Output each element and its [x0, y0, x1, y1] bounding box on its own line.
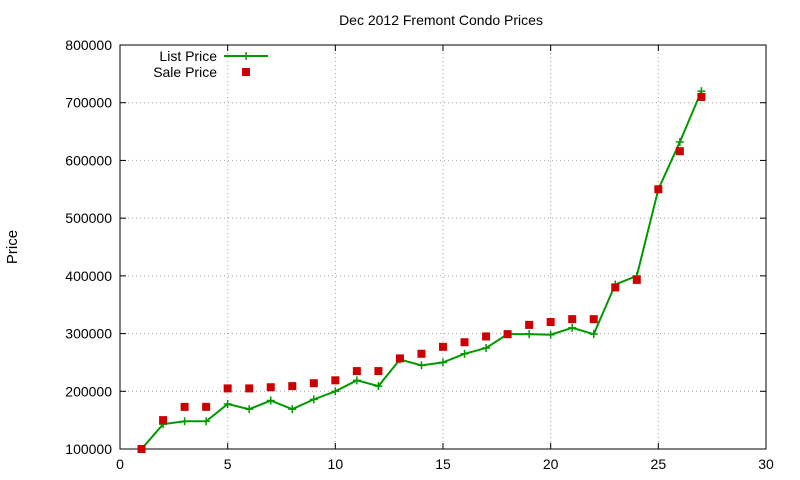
data-point [352, 367, 361, 376]
data-point [417, 361, 426, 370]
data-point [352, 376, 361, 385]
data-point [525, 330, 534, 339]
data-point [202, 417, 211, 426]
axis-ticks [120, 45, 766, 449]
data-point [266, 383, 275, 392]
data-point [202, 402, 211, 411]
data-point [589, 315, 598, 324]
data-point [245, 384, 254, 393]
data-point [180, 417, 189, 426]
y-tick-label: 700000 [65, 95, 112, 111]
y-tick-label: 300000 [65, 326, 112, 342]
data-point [439, 358, 447, 367]
y-tick-labels: 100000 200000 300000 400000 500000 600000 7000… [65, 37, 112, 457]
data-point [525, 320, 534, 329]
data-point [460, 338, 469, 347]
legend-marker-list-price [242, 52, 250, 60]
x-tick-label: 10 [328, 456, 344, 472]
y-tick-label: 800000 [65, 37, 112, 53]
chart-title: Dec 2012 Fremont Condo Prices [339, 12, 543, 28]
data-point [374, 367, 383, 376]
data-point [331, 387, 340, 396]
y-tick-label: 400000 [65, 268, 112, 284]
data-point [675, 147, 684, 156]
y-tick-label: 100000 [65, 441, 112, 457]
series-line [140, 90, 703, 450]
data-point [159, 416, 168, 425]
data-point [589, 330, 598, 339]
x-tick-label: 25 [651, 456, 667, 472]
data-point [632, 275, 641, 284]
data-point [288, 405, 297, 414]
data-point [482, 332, 491, 341]
x-tick-label: 15 [435, 456, 451, 472]
data-point [395, 354, 404, 363]
legend-swatches [224, 52, 268, 76]
x-tick-label: 30 [758, 456, 774, 472]
data-point [568, 315, 577, 324]
x-tick-label: 5 [224, 456, 232, 472]
data-point [568, 323, 577, 332]
data-point [245, 405, 254, 414]
legend-marker-sale-price [242, 68, 250, 76]
data-point [309, 395, 318, 404]
data-point [546, 318, 555, 327]
data-point [482, 344, 491, 352]
x-tick-labels: 0 5 10 15 20 25 30 [116, 456, 774, 472]
data-point [611, 283, 620, 292]
series-sale-price [137, 92, 706, 453]
y-axis-label: Price [4, 230, 21, 264]
x-tick-label: 0 [116, 456, 124, 472]
data-point [223, 384, 232, 393]
data-point [374, 382, 383, 391]
data-point [266, 396, 275, 405]
data-point [180, 402, 189, 411]
y-tick-label: 600000 [65, 152, 112, 168]
legend: List Price Sale Price [153, 48, 268, 80]
data-point [417, 349, 426, 358]
series-list-price [137, 87, 706, 453]
data-point [137, 445, 146, 453]
data-point [675, 137, 684, 146]
grid-lines [120, 45, 766, 449]
data-point [697, 92, 706, 101]
data-point [460, 349, 469, 358]
data-point [288, 382, 297, 391]
data-point [503, 330, 512, 339]
data-point [309, 379, 318, 388]
x-tick-label: 20 [543, 456, 559, 472]
data-point [223, 399, 232, 408]
data-point [331, 376, 340, 385]
y-tick-label: 200000 [65, 383, 112, 399]
data-point [546, 330, 555, 339]
y-tick-label: 500000 [65, 210, 112, 226]
data-point [439, 342, 447, 351]
legend-label-sale-price: Sale Price [153, 64, 217, 80]
legend-label-list-price: List Price [159, 48, 217, 64]
data-point [654, 185, 663, 194]
series-layer [137, 87, 706, 453]
